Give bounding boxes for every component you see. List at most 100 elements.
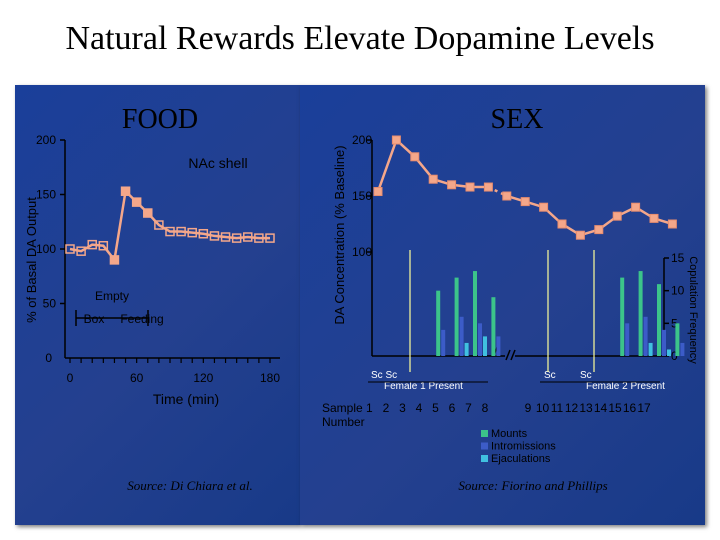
mounts-bar — [436, 290, 441, 356]
sample-number-label: 5 — [432, 401, 439, 415]
sex-y2-tick-label: 10 — [671, 284, 685, 298]
sex-data-point — [465, 182, 475, 192]
food-data-point — [131, 197, 142, 207]
sample-number-label: 12 — [565, 401, 579, 415]
sample-number-label: 8 — [482, 401, 489, 415]
food-series-line — [69, 188, 270, 263]
food-data-point — [65, 244, 75, 254]
food-data-point — [98, 240, 109, 251]
food-data-point — [154, 220, 164, 230]
intromissions-bar — [680, 342, 685, 356]
sex-y-tick-label: 100 — [352, 245, 372, 259]
sample-number-label: 10 — [536, 401, 550, 415]
sample-number-label: 3 — [399, 401, 406, 415]
phase-a-short: Sc Sc — [371, 370, 397, 381]
sex-y-axis-label: DA Concentration (% Baseline) — [332, 145, 347, 324]
sample-number-label: 6 — [449, 401, 456, 415]
sex-y-tick-label: 200 — [352, 133, 372, 147]
food-data-point — [87, 239, 97, 250]
food-data-point — [165, 226, 175, 237]
sex-panel — [300, 85, 705, 525]
food-panel-title: FOOD — [122, 104, 198, 135]
food-y-zero-label: 0 — [45, 351, 52, 365]
sex-y2-tick-label: 5 — [671, 316, 678, 330]
intromissions-bar — [662, 329, 666, 356]
sex-y2-tick-label: 15 — [671, 251, 685, 265]
food-y-tick-label: 50 — [43, 297, 57, 311]
sex-y2-tick-label: 0 — [671, 349, 678, 363]
ejaculations-bar — [648, 342, 653, 356]
mounts-bar — [620, 277, 625, 356]
food-panel — [15, 85, 300, 525]
food-data-point — [254, 233, 264, 243]
sex-data-point — [373, 187, 383, 197]
legend-label: Ejaculations — [491, 453, 551, 465]
sex-data-point — [667, 219, 677, 229]
food-y-axis-label: % of Basal DA Output — [24, 197, 39, 323]
axis-break-mark — [505, 349, 511, 361]
food-data-point — [243, 232, 253, 242]
axis-break-mark — [510, 349, 516, 361]
phase-b-label: Female 2 Present — [586, 381, 665, 392]
intromissions-bar — [625, 323, 630, 356]
food-y-tick-label: 100 — [36, 242, 56, 256]
sex-data-point — [649, 213, 659, 223]
food-data-point — [76, 246, 86, 256]
sex-data-point — [539, 202, 549, 212]
food-phase-feeding: Feeding — [120, 312, 163, 326]
food-data-point — [231, 233, 242, 243]
legend-swatch — [481, 455, 488, 462]
food-data-point — [120, 186, 131, 196]
sex-data-point — [594, 225, 604, 235]
sex-source: Source: Fiorino and Phillips — [458, 478, 607, 493]
food-phase-box: Box — [84, 312, 105, 326]
intromissions-bar — [478, 323, 482, 356]
sex-data-point — [483, 182, 493, 192]
food-data-point — [187, 227, 197, 238]
sample-label-line2: Number — [322, 415, 365, 429]
mounts-bar — [657, 284, 661, 356]
sex-panel-title: SEX — [491, 104, 544, 135]
sex-data-point — [631, 202, 641, 212]
food-region-label: NAc shell — [188, 155, 247, 171]
sex-data-point — [520, 197, 530, 207]
legend-swatch — [481, 430, 488, 437]
sex-data-point — [410, 152, 420, 162]
slide-title: Natural Rewards Elevate Dopamine Levels — [65, 20, 655, 57]
sex-data-point — [575, 230, 585, 240]
ejaculations-bar — [667, 349, 671, 356]
food-x-axis-label: Time (min) — [153, 391, 219, 407]
sample-number-label: 16 — [623, 401, 637, 415]
food-source: Source: Di Chiara et al. — [127, 478, 253, 493]
mounts-bar — [675, 323, 680, 356]
sex-data-point — [557, 219, 567, 229]
ejaculations-bar — [483, 336, 487, 356]
food-data-point — [109, 255, 120, 265]
sample-number-label: 9 — [525, 401, 532, 415]
mounts-bar — [454, 277, 459, 356]
sample-number-label: 2 — [383, 401, 390, 415]
sample-number-label: 15 — [608, 401, 622, 415]
intromissions-bar — [441, 329, 446, 356]
food-data-point — [143, 208, 153, 218]
food-data-point — [176, 226, 186, 237]
sex-y2-axis-label: Copulation Frequency — [687, 256, 699, 364]
phase-b-short2: Sc — [580, 370, 592, 381]
legend-label: Mounts — [491, 428, 528, 440]
mounts-bar — [638, 271, 643, 356]
mounts-bar — [491, 297, 496, 356]
food-phase-empty: Empty — [95, 289, 129, 303]
sample-number-label: 13 — [579, 401, 593, 415]
food-y-tick-label: 200 — [36, 133, 56, 147]
sex-data-point — [502, 191, 512, 201]
phase-b-short: Sc — [544, 370, 556, 381]
sample-number-label: 4 — [416, 401, 423, 415]
sample-number-label: 11 — [551, 401, 564, 415]
intromissions-bar — [643, 316, 648, 356]
food-data-point — [220, 232, 231, 242]
food-x-tick-label: 180 — [260, 371, 280, 385]
sex-y-tick-label: 150 — [352, 189, 372, 203]
